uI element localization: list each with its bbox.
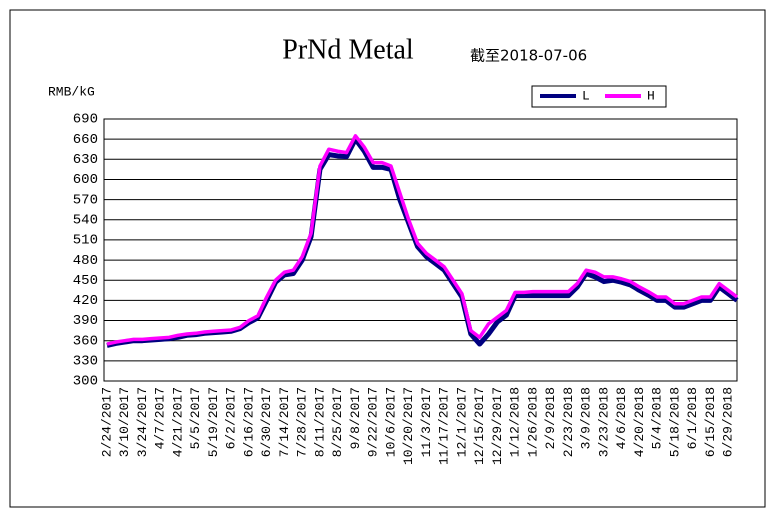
x-tick-label: 10/20/2017 <box>401 387 416 465</box>
x-tick-label: 3/23/2018 <box>596 387 611 457</box>
y-axis-label: RMB/kG <box>48 84 95 99</box>
chart-subtitle: 截至2018-07-06 <box>470 47 587 65</box>
y-tick-label: 480 <box>73 253 98 269</box>
chart-title: PrNd Metal <box>282 34 414 65</box>
x-tick-label: 6/1/2018 <box>685 387 700 449</box>
y-tick-label: 570 <box>73 192 98 208</box>
x-tick-label: 7/28/2017 <box>295 387 310 457</box>
y-tick-label: 450 <box>73 273 98 289</box>
x-tick-label: 1/12/2018 <box>508 387 523 457</box>
y-tick-label: 330 <box>73 354 98 370</box>
y-tick-label: 660 <box>73 132 98 148</box>
x-tick-label: 11/3/2017 <box>419 387 434 457</box>
x-tick-label: 3/10/2017 <box>117 387 132 457</box>
legend <box>531 85 667 108</box>
x-tick-label: 6/29/2018 <box>721 387 736 457</box>
x-tick-label: 5/19/2017 <box>206 387 221 457</box>
x-tick-label: 4/21/2017 <box>170 387 185 457</box>
x-tick-label: 12/1/2017 <box>454 387 469 457</box>
x-tick-label: 4/6/2018 <box>614 387 629 449</box>
x-tick-label: 3/9/2018 <box>579 387 594 449</box>
x-tick-label: 5/4/2018 <box>650 387 665 449</box>
x-tick-label: 10/6/2017 <box>383 387 398 457</box>
x-tick-label: 12/15/2017 <box>472 387 487 465</box>
x-tick-label: 12/29/2017 <box>490 387 505 465</box>
x-tick-label: 8/11/2017 <box>312 387 327 457</box>
x-tick-label: 4/20/2018 <box>632 387 647 457</box>
x-tick-label: 9/8/2017 <box>348 387 363 449</box>
x-tick-label: 2/9/2018 <box>543 387 558 449</box>
x-tick-label: 2/24/2017 <box>99 387 114 457</box>
y-tick-label: 510 <box>73 233 98 249</box>
x-tick-label: 1/26/2018 <box>525 387 540 457</box>
x-tick-label: 6/30/2017 <box>259 387 274 457</box>
y-tick-label: 300 <box>73 374 98 390</box>
x-tick-label: 3/24/2017 <box>135 387 150 457</box>
legend-label: H <box>647 88 655 103</box>
y-tick-label: 360 <box>73 333 98 349</box>
y-tick-label: 540 <box>73 212 98 228</box>
x-tick-label: 7/14/2017 <box>277 387 292 457</box>
x-tick-label: 2/23/2018 <box>561 387 576 457</box>
y-tick-label: 600 <box>73 172 98 188</box>
x-tick-label: 6/15/2018 <box>703 387 718 457</box>
x-tick-label: 6/16/2017 <box>241 387 256 457</box>
x-tick-label: 9/22/2017 <box>366 387 381 457</box>
x-tick-label: 11/17/2017 <box>437 387 452 465</box>
x-tick-label: 6/2/2017 <box>224 387 239 449</box>
x-tick-label: 4/7/2017 <box>153 387 168 449</box>
legend-label: L <box>582 88 590 103</box>
x-tick-label: 8/25/2017 <box>330 387 345 457</box>
x-tick-label: 5/18/2018 <box>667 387 682 457</box>
series-line <box>106 134 739 346</box>
x-tick-label: 5/5/2017 <box>188 387 203 449</box>
y-tick-label: 690 <box>73 112 98 128</box>
y-tick-label: 630 <box>73 152 98 168</box>
y-tick-label: 420 <box>73 293 98 309</box>
y-tick-label: 390 <box>73 313 98 329</box>
